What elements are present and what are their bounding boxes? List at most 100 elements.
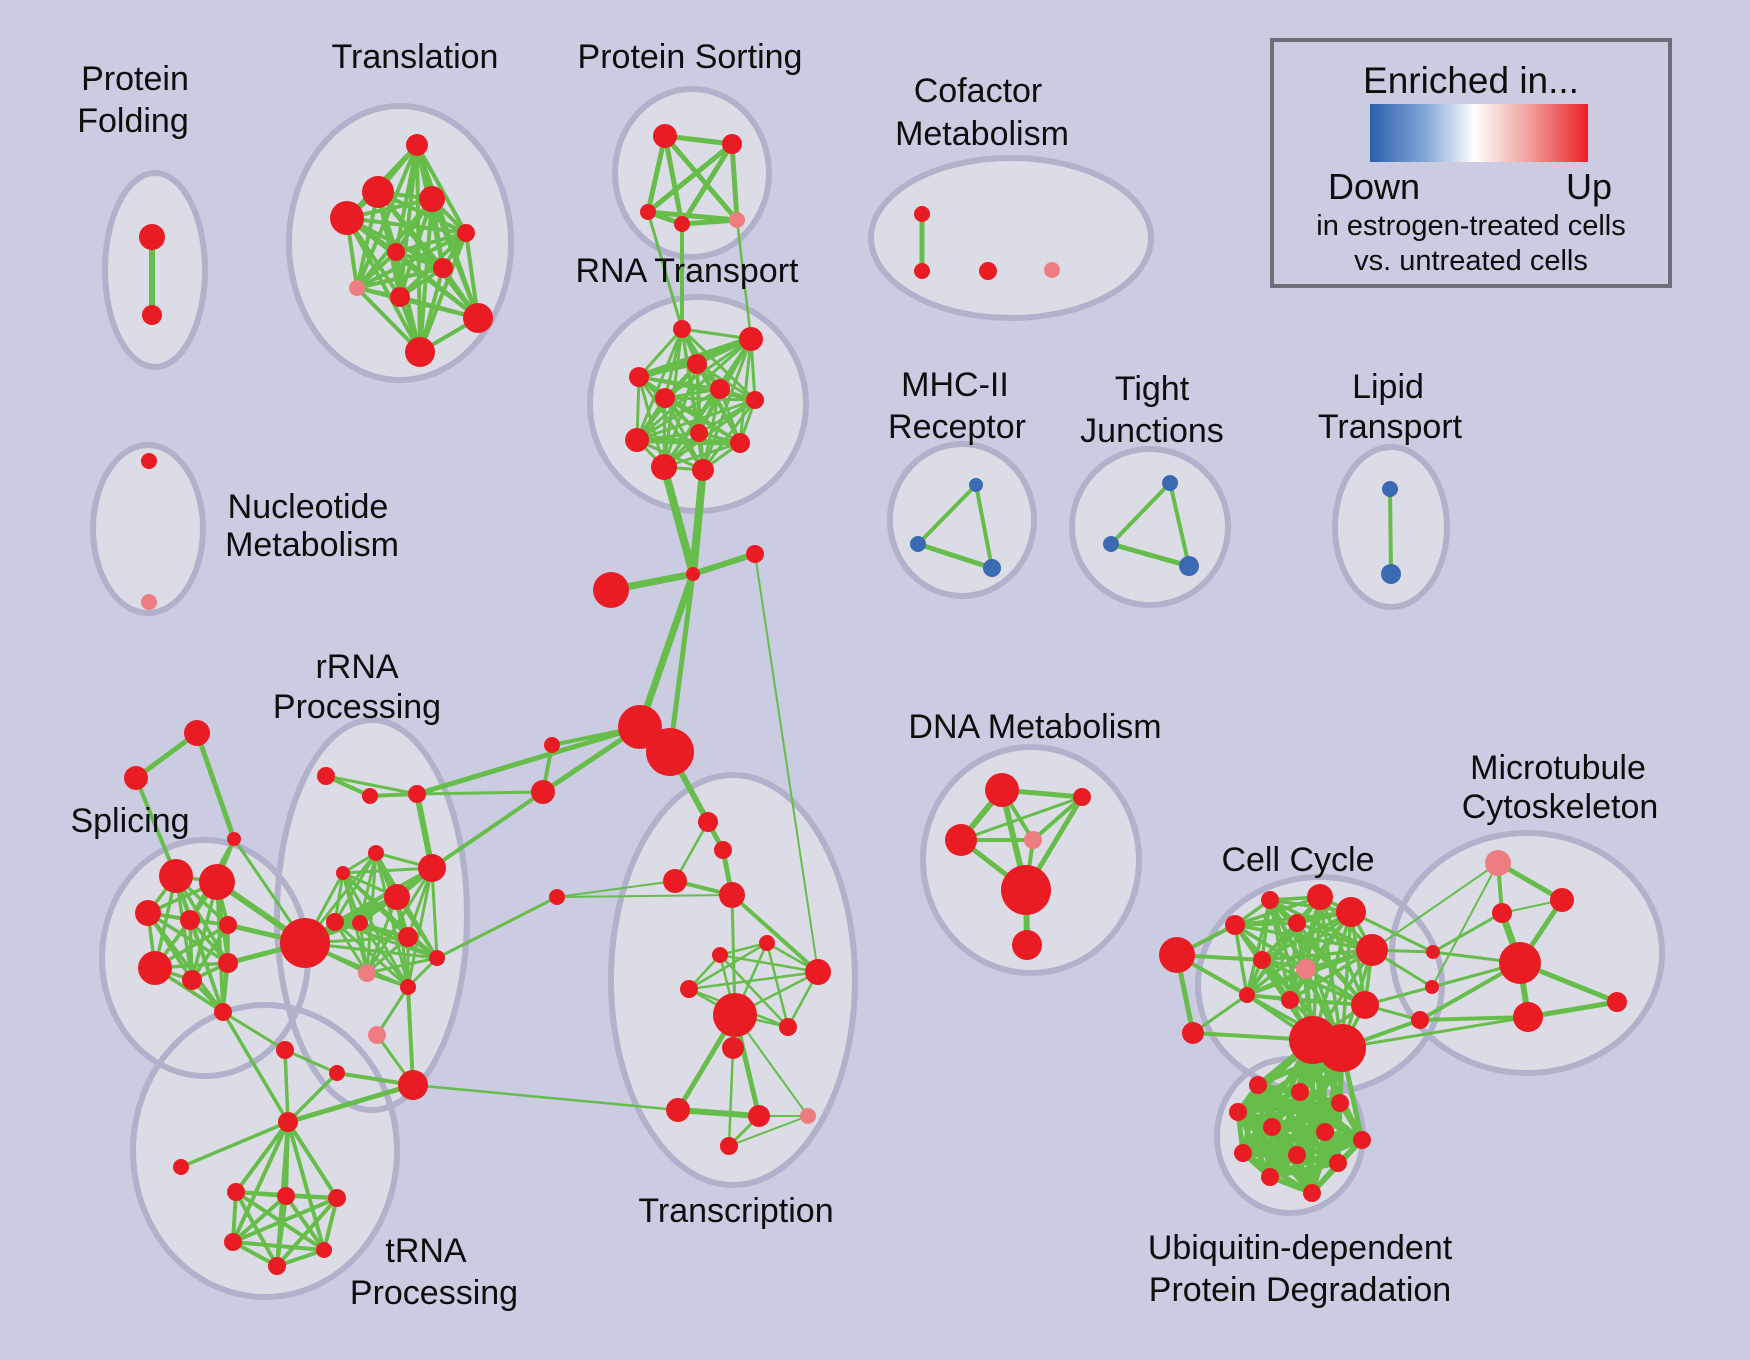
edge: [675, 1107, 762, 1119]
edge: [234, 1190, 279, 1268]
cluster-label-splicing-line1: Splicing: [70, 802, 189, 840]
gene-set-node-m1: [1485, 850, 1511, 876]
gene-set-node-s8: [218, 953, 238, 973]
edge: [637, 375, 705, 472]
gene-set-node-m4: [1499, 942, 1541, 984]
edge: [398, 143, 419, 299]
gene-set-node-cj3: [1411, 1011, 1429, 1029]
gene-set-node-th3: [328, 1189, 346, 1207]
cluster-outline-microtubule-cytoskeleton: [1389, 830, 1665, 1076]
gene-set-node-s7: [182, 970, 202, 990]
edge: [690, 551, 758, 577]
gene-set-node-r5: [336, 866, 350, 880]
gene-set-node-t7: [805, 959, 831, 985]
edge: [375, 985, 410, 1037]
gene-set-node-L1: [544, 737, 560, 753]
edge: [1267, 1160, 1341, 1180]
edge: [646, 210, 684, 331]
edge: [345, 216, 445, 270]
edge: [215, 880, 225, 1014]
edge: [1388, 487, 1393, 576]
gene-set-node-m3: [1492, 903, 1512, 923]
edge: [286, 1120, 326, 1252]
gene-set-node-t8: [680, 980, 698, 998]
edge: [1168, 481, 1191, 568]
gene-set-node-st2: [124, 766, 148, 790]
cluster-label-microtubule-cytoskeleton-line2: Cytoskeleton: [1462, 788, 1659, 826]
gene-set-node-rt4: [710, 379, 730, 399]
gene-set-node-u5: [1263, 1118, 1281, 1136]
gene-set-node-u8: [1234, 1144, 1252, 1162]
edge: [430, 790, 545, 870]
edge: [556, 880, 676, 898]
gene-set-node-t9: [779, 1018, 797, 1036]
gene-set-node-t5: [759, 935, 775, 951]
cluster-label-cofactor-metabolism-line1: Cofactor: [914, 72, 1043, 110]
cluster-labels: Protein Folding Translation Protein Sorting…: [70, 38, 1658, 1312]
edge: [915, 541, 995, 571]
cluster-label-dna-metabolism-line1: DNA Metabolism: [908, 708, 1161, 746]
edge: [345, 216, 468, 235]
gene-set-node-rt0: [673, 320, 691, 338]
gene-set-node-u4: [1229, 1103, 1247, 1121]
edge: [231, 1194, 288, 1244]
edge: [729, 141, 740, 223]
gene-set-node-m6: [1607, 992, 1627, 1012]
gene-set-node-r6: [418, 854, 446, 882]
edge: [667, 571, 696, 755]
gene-set-node-th2: [277, 1187, 295, 1205]
edge: [341, 866, 434, 875]
edge: [234, 1120, 290, 1194]
gene-set-node-c9: [1336, 897, 1366, 927]
gene-set-node-c11: [1281, 991, 1299, 1009]
cluster-ellipse-nucleotide-metabolism: [93, 445, 203, 613]
cluster-outline-protein-folding: [102, 170, 208, 370]
gene-set-node-tl11: [405, 337, 435, 367]
gene-set-node-u7: [1353, 1131, 1371, 1149]
gene-set-node-c14: [1318, 1024, 1366, 1072]
gene-set-node-r14: [276, 1041, 294, 1059]
gene-set-node-tl4: [330, 201, 364, 235]
legend-gradient-bar: [1370, 104, 1588, 162]
gene-set-node-c12: [1239, 987, 1255, 1003]
edge: [645, 133, 668, 215]
edge: [765, 941, 790, 1029]
gene-set-node-r12: [429, 950, 445, 966]
edge: [406, 985, 415, 1087]
cluster-label-trna-processing-line2: Processing: [350, 1274, 518, 1312]
gene-set-node-tj1: [1162, 475, 1178, 491]
gene-set-node-c10: [1356, 934, 1388, 966]
edge: [1245, 910, 1353, 997]
gene-set-node-nm2: [141, 594, 157, 610]
edge: [637, 375, 757, 402]
cluster-label-tight-junctions-line2: Junctions: [1080, 412, 1224, 450]
gene-set-node-tl10: [463, 303, 493, 333]
gene-set-node-t1: [698, 812, 718, 832]
gene-set-node-u11: [1261, 1168, 1279, 1186]
edge: [284, 1194, 326, 1252]
edge: [660, 463, 697, 578]
gene-set-node-t6: [712, 947, 728, 963]
gene-set-node-cof2: [914, 263, 930, 279]
edge: [1371, 862, 1499, 951]
cluster-label-microtubule-cytoskeleton-line1: Microtubule: [1470, 749, 1646, 787]
gene-set-node-tj3: [1179, 556, 1199, 576]
legend-box: Enriched in... Down Up in estrogen-treat…: [1270, 38, 1672, 288]
gene-set-node-pf2: [142, 305, 162, 325]
gene-set-node-r13: [400, 979, 416, 995]
cluster-label-nucleotide-metabolism-line1: Nucleotide: [228, 488, 389, 526]
gene-set-node-rhub: [280, 918, 330, 968]
edge: [728, 1115, 809, 1147]
cluster-label-lipid-transport-line2: Transport: [1318, 408, 1463, 446]
gene-set-node-mh3: [983, 559, 1001, 577]
gene-set-node-r17: [368, 1026, 386, 1044]
gene-set-node-c4: [1261, 891, 1279, 909]
gene-set-node-rt7: [690, 424, 708, 442]
gene-set-node-mh2: [910, 536, 926, 552]
edge: [735, 218, 753, 341]
gene-set-node-j2: [746, 545, 764, 563]
cluster-label-cofactor-metabolism-line2: Metabolism: [895, 115, 1069, 153]
gene-set-node-nm1: [141, 453, 157, 469]
gene-set-node-s3: [135, 900, 161, 926]
gene-set-node-t14: [720, 1137, 738, 1155]
